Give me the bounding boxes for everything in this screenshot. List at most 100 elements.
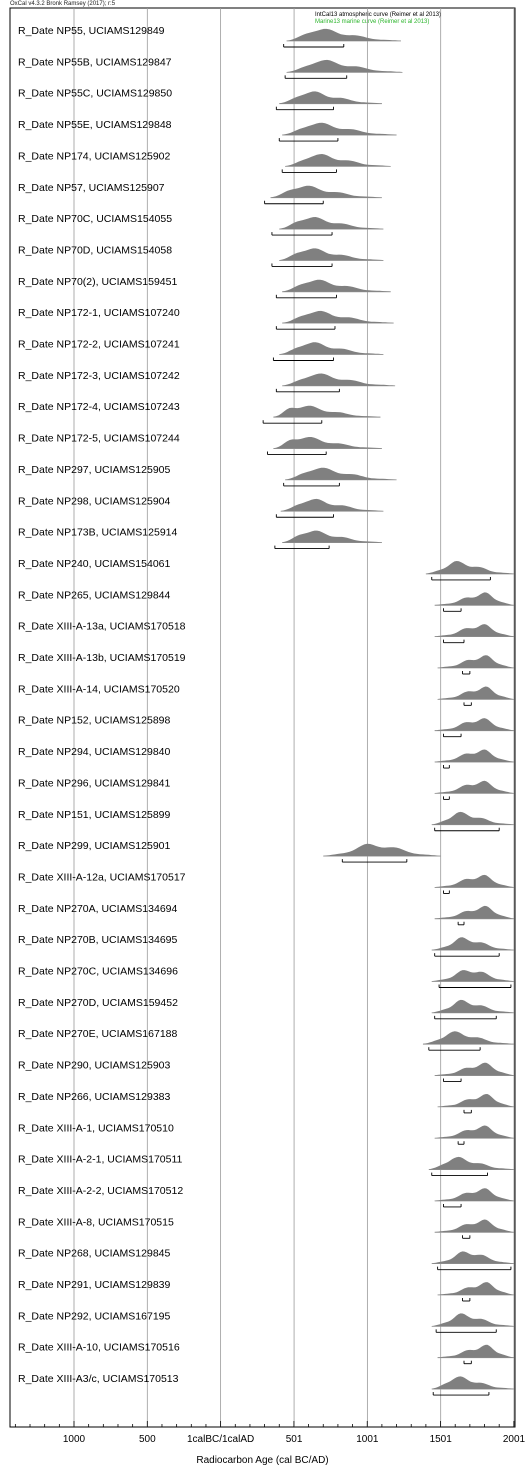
row-label: R_Date NP57, UCIAMS125907	[18, 182, 165, 194]
x-tick-label: 1000	[63, 1434, 86, 1445]
posterior-distribution	[323, 843, 441, 857]
posterior-distribution	[434, 749, 514, 763]
row-label: R_Date NP268, UCIAMS129845	[18, 1248, 170, 1260]
row-label: R_Date XIII-A-13b, UCIAMS170519	[18, 652, 186, 664]
row-label: R_Date NP172-5, UCIAMS107244	[18, 433, 180, 445]
row-label: R_Date NP55, UCIAMS129849	[18, 25, 165, 37]
posterior-distribution	[279, 342, 384, 355]
row-label: R_Date NP298, UCIAMS125904	[18, 495, 170, 507]
row-label: R_Date NP290, UCIAMS125903	[18, 1060, 170, 1072]
row-label: R_Date XIII-A-8, UCIAMS170515	[18, 1216, 174, 1228]
posterior-distribution	[437, 1282, 514, 1295]
posterior-distribution	[282, 310, 394, 324]
row-label: R_Date XIII-A-2-2, UCIAMS170512	[18, 1185, 183, 1197]
row-label: R_Date XIII-A-2-1, UCIAMS170511	[18, 1154, 183, 1166]
x-axis-label: Radiocarbon Age (cal BC/AD)	[196, 1455, 329, 1466]
posterior-distribution	[434, 905, 514, 919]
x-tick-label: 500	[139, 1434, 156, 1445]
row-label: R_Date NP70(2), UCIAMS159451	[18, 276, 177, 288]
posterior-distribution	[273, 437, 382, 449]
row-label: R_Date NP291, UCIAMS129839	[18, 1279, 170, 1291]
posterior-distribution	[431, 1376, 514, 1390]
posterior-distribution	[285, 154, 391, 167]
row-label: R_Date NP240, UCIAMS154061	[18, 558, 170, 570]
posterior-distribution	[434, 1125, 514, 1139]
row-label: R_Date NP55B, UCIAMS129847	[18, 56, 172, 68]
x-tick-label: 1calBC/1calAD	[187, 1434, 254, 1445]
posterior-distribution	[434, 1188, 514, 1201]
row-label: R_Date XIII-A-10, UCIAMS170516	[18, 1342, 180, 1354]
row-label: R_Date NP70C, UCIAMS154055	[18, 213, 172, 225]
row-label: R_Date NP172-2, UCIAMS107241	[18, 339, 180, 351]
posterior-distribution	[286, 28, 401, 41]
posterior-distribution	[270, 185, 382, 198]
posterior-distribution	[434, 718, 514, 731]
posterior-distribution	[434, 780, 514, 794]
row-label: R_Date NP70D, UCIAMS154058	[18, 244, 172, 256]
row-label: R_Date XIII-A-1, UCIAMS170510	[18, 1122, 174, 1134]
posterior-distribution	[425, 561, 514, 574]
posterior-distribution	[431, 999, 514, 1013]
x-tick-label: 1001	[356, 1434, 379, 1445]
row-label: R_Date NP151, UCIAMS125899	[18, 809, 170, 821]
row-label: R_Date NP55E, UCIAMS129848	[18, 119, 172, 131]
posterior-distribution	[431, 1313, 514, 1327]
row-label: R_Date NP172-3, UCIAMS107242	[18, 370, 180, 382]
legend-atmospheric: IntCal13 atmospheric curve (Reimer et al…	[315, 12, 442, 18]
posterior-distribution	[286, 59, 403, 73]
row-label: R_Date NP266, UCIAMS129383	[18, 1091, 170, 1103]
row-label: R_Date XIII-A-14, UCIAMS170520	[18, 683, 180, 695]
row-label: R_Date NP270D, UCIAMS159452	[18, 997, 178, 1009]
posterior-distribution	[279, 217, 384, 230]
posterior-distribution	[431, 937, 514, 951]
posterior-distribution	[282, 373, 396, 386]
program-header: OxCal v4.3.2 Bronk Ramsey (2017); r:5	[10, 1, 116, 7]
row-label: R_Date XIII-A-13a, UCIAMS170518	[18, 621, 186, 633]
posterior-distribution	[279, 91, 382, 104]
posterior-distribution	[422, 1031, 514, 1045]
x-tick-label: 2001	[503, 1434, 525, 1445]
posterior-distribution	[431, 1251, 514, 1264]
posterior-distribution	[280, 498, 384, 512]
row-label: R_Date NP297, UCIAMS125905	[18, 464, 170, 476]
posterior-distribution	[431, 970, 514, 982]
row-label: R_Date NP172-4, UCIAMS107243	[18, 401, 180, 413]
row-label: R_Date NP172-1, UCIAMS107240	[18, 307, 180, 319]
row-label: R_Date NP152, UCIAMS125898	[18, 715, 170, 727]
row-label: R_Date NP270B, UCIAMS134695	[18, 934, 177, 946]
posterior-distribution	[285, 467, 397, 480]
row-label: R_Date NP299, UCIAMS125901	[18, 840, 170, 852]
row-label: R_Date NP270E, UCIAMS167188	[18, 1028, 177, 1040]
posterior-distribution	[279, 248, 384, 261]
row-label: R_Date NP294, UCIAMS129840	[18, 746, 170, 758]
x-tick-label: 1501	[430, 1434, 453, 1445]
posterior-distribution	[437, 1344, 514, 1358]
row-label: R_Date NP292, UCIAMS167195	[18, 1310, 170, 1322]
posterior-distribution	[434, 874, 514, 888]
posterior-distribution	[437, 686, 514, 700]
posterior-distribution	[434, 1062, 514, 1076]
row-label: R_Date NP173B, UCIAMS125914	[18, 527, 177, 539]
posterior-distribution	[282, 530, 382, 543]
row-label: R_Date NP174, UCIAMS125902	[18, 150, 170, 162]
posterior-distribution	[434, 1219, 514, 1233]
posterior-distribution	[282, 122, 397, 136]
x-tick-label: 501	[286, 1434, 303, 1445]
posterior-distribution	[428, 1156, 514, 1170]
posterior-distribution	[431, 811, 514, 825]
posterior-distribution	[434, 624, 514, 637]
posterior-distribution	[434, 592, 514, 606]
posterior-distribution	[437, 655, 514, 668]
row-label: R_Date NP270A, UCIAMS134694	[18, 903, 177, 915]
row-label: R_Date NP296, UCIAMS129841	[18, 777, 170, 789]
posterior-distribution	[437, 1094, 514, 1107]
posterior-distribution	[273, 405, 381, 418]
row-label: R_Date NP265, UCIAMS129844	[18, 589, 170, 601]
row-label: R_Date XIII-A-12a, UCIAMS170517	[18, 871, 186, 883]
legend-marine: Marine13 marine curve (Reimer et al 2013…	[315, 19, 430, 25]
row-label: R_Date XIII-A3/c, UCIAMS170513	[18, 1373, 179, 1385]
posterior-distribution	[282, 279, 391, 292]
row-label: R_Date NP55C, UCIAMS129850	[18, 88, 172, 100]
